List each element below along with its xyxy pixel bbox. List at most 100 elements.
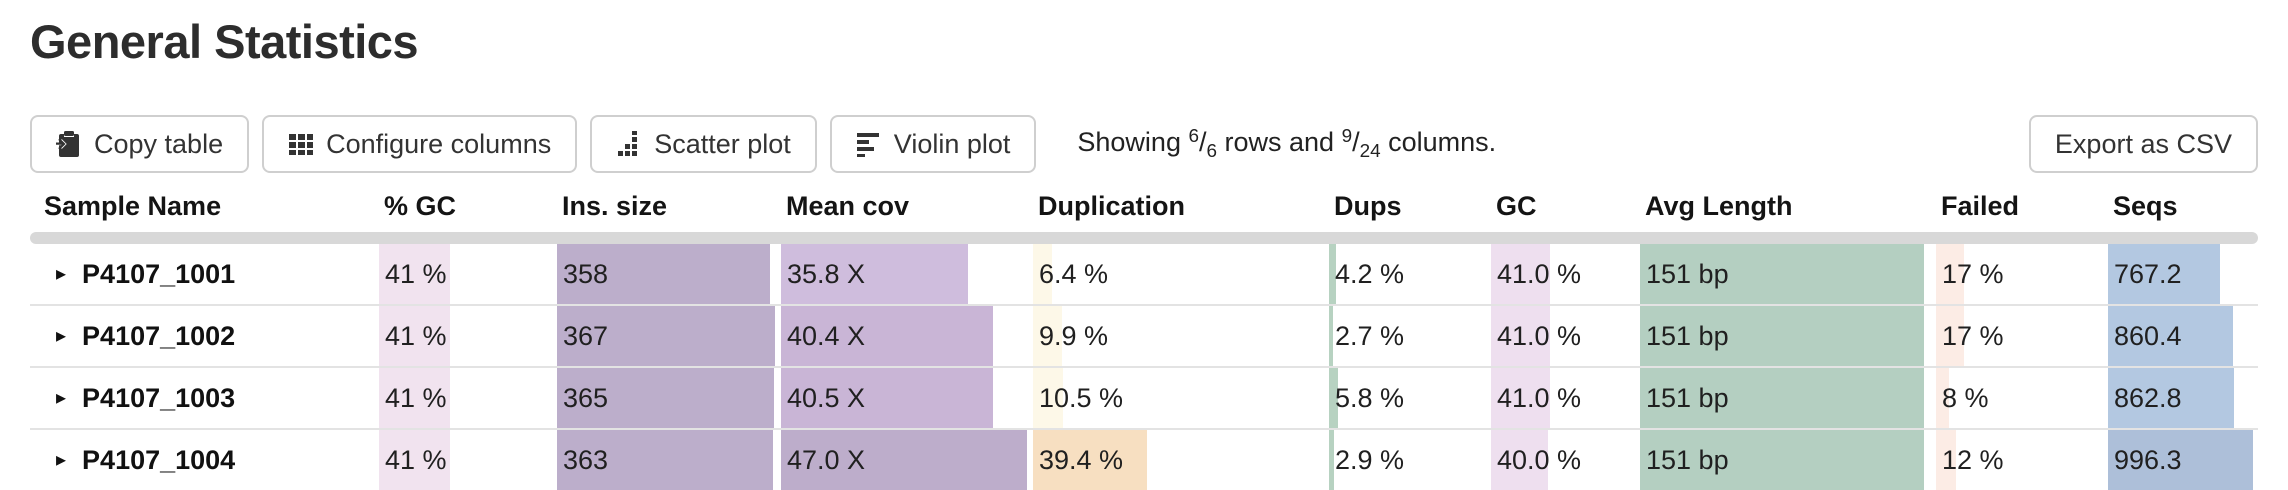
expand-row-icon[interactable]: ▸	[56, 325, 67, 347]
value-bar	[2108, 306, 2234, 366]
table-cell: 47.0 X	[778, 430, 1030, 490]
table-cell: 8 %	[1933, 368, 2105, 428]
column-header[interactable]: Dups	[1334, 191, 1402, 221]
sample-name: P4107_1003	[82, 382, 236, 413]
export-csv-button[interactable]: Export as CSV	[2028, 115, 2258, 173]
cell-value: 41.0 %	[1497, 320, 1582, 351]
table-cell: 860.4	[2105, 306, 2256, 366]
value-bar	[557, 368, 774, 428]
value-bar	[557, 244, 770, 304]
table-cell: 9.9 %	[1030, 306, 1326, 366]
value-bar	[1329, 306, 1334, 366]
scatter-dots-icon	[616, 131, 642, 157]
cell-value: 151 bp	[1646, 444, 1729, 475]
configure-columns-label: Configure columns	[326, 128, 552, 159]
cell-value: 363	[563, 444, 609, 475]
cell-value: 767.2	[2114, 258, 2182, 289]
cell-value: 12 %	[1942, 444, 2004, 475]
rows-total-count: 6	[1206, 140, 1218, 162]
export-csv-label: Export as CSV	[2054, 128, 2232, 159]
table-cell: 151 bp	[1637, 306, 1933, 366]
violin-plot-button[interactable]: Violin plot	[829, 115, 1037, 173]
value-bar	[1640, 244, 1925, 304]
sample-name: P4107_1002	[82, 320, 236, 351]
cell-value: 862.8	[2114, 382, 2182, 413]
showing-summary: Showing 6/6 rows and 9/24 columns.	[1077, 125, 1497, 162]
cell-value: 41 %	[385, 444, 447, 475]
table-cell: 6.4 %	[1030, 244, 1326, 304]
value-bar	[1033, 430, 1148, 490]
expand-row-icon[interactable]: ▸	[56, 449, 67, 471]
value-bar	[2108, 368, 2234, 428]
cell-value: 9.9 %	[1039, 320, 1109, 351]
value-bar	[1936, 430, 1956, 490]
column-header[interactable]: Duplication	[1038, 191, 1185, 221]
value-bar	[1936, 306, 1965, 366]
column-header[interactable]: Seqs	[2113, 191, 2178, 221]
scatter-plot-button[interactable]: Scatter plot	[590, 115, 817, 173]
table-cell: 35.8 X	[778, 244, 1030, 304]
table-row: ▸ P4107_1002 41 % 367 40.4 X 9.9 % 2.7 % 41.0…	[30, 306, 2258, 368]
table-cell: 40.0 %	[1488, 430, 1637, 490]
table-cell: 2.9 %	[1326, 430, 1488, 490]
column-header[interactable]: GC	[1496, 191, 1537, 221]
value-bar	[781, 306, 993, 366]
page-title: General Statistics	[30, 15, 419, 68]
value-bar	[1329, 368, 1339, 428]
value-bar	[1640, 430, 1925, 490]
cell-value: 41 %	[385, 320, 447, 351]
value-bar	[1640, 306, 1925, 366]
value-bar	[1936, 368, 1950, 428]
cell-value: 151 bp	[1646, 258, 1729, 289]
table-toolbar: Copy table Configure columns	[30, 115, 2258, 173]
column-header[interactable]: Avg Length	[1645, 191, 1793, 221]
table-header-row: Sample Name % GC Ins. size Mean cov Duplicat…	[30, 185, 2258, 232]
column-header[interactable]: % GC	[384, 191, 457, 221]
cell-value: 151 bp	[1646, 320, 1729, 351]
table-cell: 41.0 %	[1488, 368, 1637, 428]
table-cell: 996.3	[2105, 430, 2256, 490]
table-horizontal-scrollbar[interactable]	[30, 232, 2258, 244]
rows-shown-count: 6	[1188, 125, 1199, 147]
table-row: ▸ P4107_1001 41 % 358 35.8 X 6.4 % 4.2 % 41.0…	[30, 244, 2258, 306]
value-bar	[379, 306, 450, 366]
cell-value: 17 %	[1942, 320, 2004, 351]
table-cell: 39.4 %	[1030, 430, 1326, 490]
cell-value: 8 %	[1942, 382, 1989, 413]
expand-row-icon[interactable]: ▸	[56, 263, 67, 285]
cell-value: 2.7 %	[1335, 320, 1405, 351]
table-body: ▸ P4107_1001 41 % 358 35.8 X 6.4 % 4.2 % 41.0…	[30, 244, 2258, 490]
table-cell: 41 %	[376, 244, 554, 304]
cell-value: 17 %	[1942, 258, 2004, 289]
cell-value: 41 %	[385, 258, 447, 289]
value-bar	[1491, 430, 1549, 490]
cell-value: 40.4 X	[787, 320, 866, 351]
table-cell: 4.2 %	[1326, 244, 1488, 304]
table-cell: 40.5 X	[778, 368, 1030, 428]
grid-columns-icon	[288, 131, 314, 157]
expand-row-icon[interactable]: ▸	[56, 387, 67, 409]
column-header[interactable]: Failed	[1941, 191, 2020, 221]
column-header[interactable]: Sample Name	[44, 191, 222, 221]
copy-table-label: Copy table	[94, 128, 224, 159]
table-cell: 41 %	[376, 430, 554, 490]
cell-value: 35.8 X	[787, 258, 866, 289]
table-row: ▸ P4107_1004 41 % 363 47.0 X 39.4 % 2.9 % 40.…	[30, 430, 2258, 490]
table-cell: 363	[554, 430, 778, 490]
sample-name-cell: ▸ P4107_1004	[30, 430, 376, 490]
table-cell: 862.8	[2105, 368, 2256, 428]
cell-value: 996.3	[2114, 444, 2182, 475]
sample-name-cell: ▸ P4107_1001	[30, 244, 376, 304]
table-cell: 151 bp	[1637, 430, 1933, 490]
sample-name: P4107_1004	[82, 444, 236, 475]
configure-columns-button[interactable]: Configure columns	[262, 115, 578, 173]
cell-value: 6.4 %	[1039, 258, 1109, 289]
table-cell: 367	[554, 306, 778, 366]
column-header[interactable]: Ins. size	[562, 191, 668, 221]
column-header[interactable]: Mean cov	[786, 191, 910, 221]
table-cell: 17 %	[1933, 244, 2105, 304]
copy-table-button[interactable]: Copy table	[30, 115, 250, 173]
cell-value: 2.9 %	[1335, 444, 1405, 475]
table-cell: 358	[554, 244, 778, 304]
